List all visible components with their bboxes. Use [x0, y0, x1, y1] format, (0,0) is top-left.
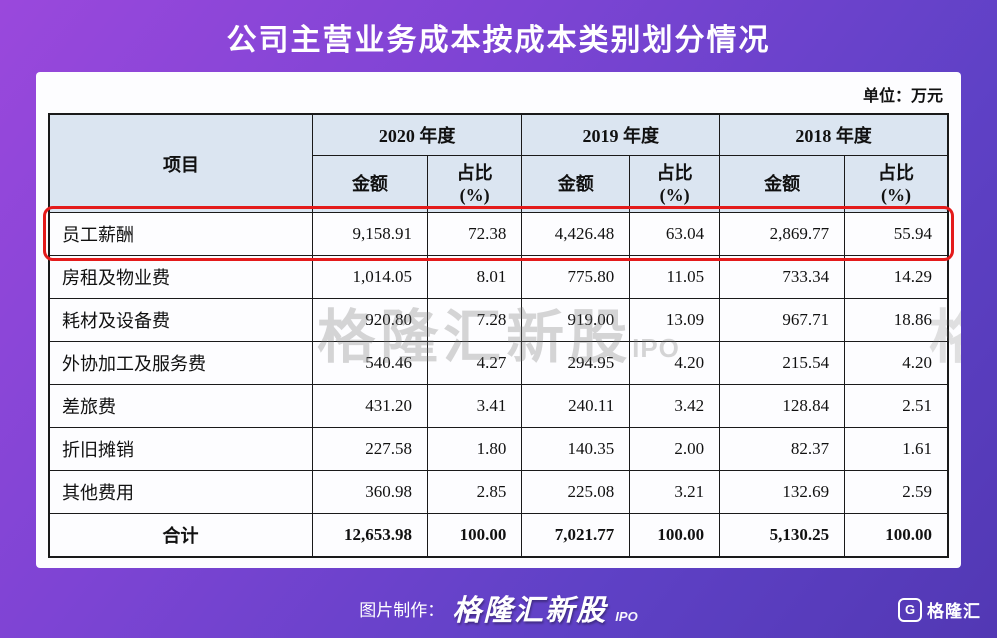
header-row-subcolumns: 金额 占比 (%) 金额 占比 (%) 金额 占比 (%) [49, 155, 949, 213]
row-value: 431.20 [311, 384, 428, 428]
row-value: 919.00 [521, 298, 631, 342]
row-item-label: 其他费用 [48, 470, 313, 514]
row-value: 1.61 [844, 427, 949, 471]
row-value: 240.11 [521, 384, 631, 428]
gelonghui-logo-text: 格隆汇 [927, 602, 981, 621]
row-value: 3.42 [629, 384, 721, 428]
row-value: 4.20 [629, 341, 721, 385]
row-item-label: 房租及物业费 [48, 255, 313, 299]
row-item-label: 员工薪酬 [48, 212, 313, 256]
column-header-ratio-2020: 占比 (%) [426, 155, 523, 213]
column-header-year-2019: 2019 年度 [521, 113, 721, 156]
footer-made-by-label: 图片制作： [359, 600, 445, 620]
gelonghui-logo: G 格隆汇 [898, 597, 981, 622]
row-value: 2.00 [629, 427, 721, 471]
row-value: 3.21 [629, 470, 721, 514]
row-value: 967.71 [719, 298, 846, 342]
row-value: 775.80 [521, 255, 631, 299]
row-value: 4,426.48 [521, 212, 631, 256]
column-header-ratio-2019: 占比 (%) [629, 155, 721, 213]
column-header-amount-2020: 金额 [311, 155, 428, 213]
total-value: 5,130.25 [719, 513, 846, 558]
row-value: 132.69 [719, 470, 846, 514]
row-value: 2,869.77 [719, 212, 846, 256]
footer-brand-ipo: IPO [615, 609, 638, 624]
total-value: 100.00 [844, 513, 949, 558]
row-value: 225.08 [521, 470, 631, 514]
row-value: 82.37 [719, 427, 846, 471]
table-panel: 单位：万元 项目 2020 年度 2019 年度 2018 年度 金额 占比 (%… [36, 72, 961, 568]
row-value: 733.34 [719, 255, 846, 299]
table-total-row: 合计 12,653.98 100.00 7,021.77 100.00 5,13… [48, 513, 949, 558]
total-label: 合计 [48, 513, 313, 558]
row-value: 540.46 [311, 341, 428, 385]
column-header-amount-2018: 金额 [719, 155, 846, 213]
row-value: 2.59 [844, 470, 949, 514]
row-value: 140.35 [521, 427, 631, 471]
column-header-ratio-2018: 占比 (%) [844, 155, 949, 213]
row-value: 1.80 [426, 427, 523, 471]
row-value: 9,158.91 [311, 212, 428, 256]
gelonghui-logo-icon: G [898, 597, 922, 622]
row-item-label: 外协加工及服务费 [48, 341, 313, 385]
table-row: 折旧摊销 227.58 1.80 140.35 2.00 82.37 1.61 [48, 427, 949, 471]
table-wrap: 项目 2020 年度 2019 年度 2018 年度 金额 占比 (%) 金额 占… [43, 113, 954, 558]
unit-label: 单位：万元 [862, 88, 943, 105]
row-value: 4.20 [844, 341, 949, 385]
row-value: 55.94 [844, 212, 949, 256]
row-value: 72.38 [426, 212, 523, 256]
row-value: 14.29 [844, 255, 949, 299]
row-value: 13.09 [629, 298, 721, 342]
row-value: 227.58 [311, 427, 428, 471]
row-item-label: 折旧摊销 [48, 427, 313, 471]
row-item-label: 耗材及设备费 [48, 298, 313, 342]
table-row: 其他费用 360.98 2.85 225.08 3.21 132.69 2.59 [48, 470, 949, 514]
total-value: 100.00 [629, 513, 721, 558]
total-value: 12,653.98 [311, 513, 428, 558]
page-title: 公司主营业务成本按成本类别划分情况 [226, 24, 771, 57]
footer-brand: 格隆汇新股 [452, 595, 608, 627]
cost-table: 项目 2020 年度 2019 年度 2018 年度 金额 占比 (%) 金额 占… [48, 113, 949, 558]
table-row: 外协加工及服务费 540.46 4.27 294.95 4.20 215.54 … [48, 341, 949, 385]
row-value: 8.01 [426, 255, 523, 299]
header-row-years: 项目 2020 年度 2019 年度 2018 年度 [48, 113, 949, 213]
row-value: 4.27 [426, 341, 523, 385]
footer-credit: 图片制作： 格隆汇新股 IPO [0, 584, 997, 632]
row-value: 3.41 [426, 384, 523, 428]
table-row: 员工薪酬 9,158.91 72.38 4,426.48 63.04 2,869… [48, 212, 949, 256]
row-value: 360.98 [311, 470, 428, 514]
column-header-item: 项目 [48, 113, 313, 213]
table-row: 差旅费 431.20 3.41 240.11 3.42 128.84 2.51 [48, 384, 949, 428]
row-value: 920.80 [311, 298, 428, 342]
data-source-note: 数据支持：招股书 [48, 558, 949, 568]
row-value: 2.51 [844, 384, 949, 428]
table-row: 耗材及设备费 920.80 7.28 919.00 13.09 967.71 1… [48, 298, 949, 342]
row-item-label: 差旅费 [48, 384, 313, 428]
table-row: 房租及物业费 1,014.05 8.01 775.80 11.05 733.34… [48, 255, 949, 299]
row-value: 63.04 [629, 212, 721, 256]
row-value: 11.05 [629, 255, 721, 299]
row-value: 1,014.05 [311, 255, 428, 299]
total-value: 7,021.77 [521, 513, 631, 558]
row-value: 294.95 [521, 341, 631, 385]
column-header-year-2020: 2020 年度 [311, 113, 523, 156]
row-value: 215.54 [719, 341, 846, 385]
total-value: 100.00 [426, 513, 523, 558]
row-value: 2.85 [426, 470, 523, 514]
row-value: 18.86 [844, 298, 949, 342]
row-value: 128.84 [719, 384, 846, 428]
row-value: 7.28 [426, 298, 523, 342]
column-header-year-2018: 2018 年度 [719, 113, 949, 156]
column-header-amount-2019: 金额 [521, 155, 631, 213]
